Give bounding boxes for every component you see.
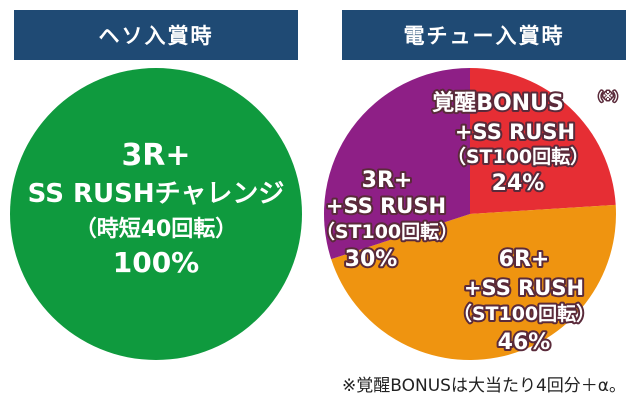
- denchu-slice-2-label-0: 3R+: [362, 168, 413, 193]
- heso-slice-label-1: SS RUSHチャレンジ: [28, 179, 285, 209]
- denchu-slice-1-label-2: （ST100回転）: [453, 302, 595, 325]
- heso-slice-label-3: 100%: [113, 246, 200, 279]
- denchu-slice-1-label-1: +SS RUSH: [464, 276, 584, 300]
- pie-slice-purple: [324, 68, 470, 260]
- denchu-slice-1-label-0: 6R+: [499, 247, 550, 272]
- heso-slice-label-0: 3R+: [121, 138, 190, 173]
- pie-slice-red: [470, 68, 616, 214]
- heso-slice-label-2: （時短40回転）: [75, 216, 238, 242]
- denchu-slice-2-label-3: 30%: [345, 247, 398, 272]
- denchu-slice-0-label-3: 24%: [492, 171, 545, 196]
- pie-slice-green: [10, 68, 302, 360]
- denchu-slice-1-label-3: 46%: [498, 330, 551, 355]
- denchu-slice-0-superscript: （※）: [592, 90, 625, 103]
- header-heso: ヘソ入賞時: [14, 10, 298, 60]
- denchu-slice-0-label-0: 覚醒BONUS: [432, 90, 564, 116]
- pie-chart-heso: 3R+ SS RUSHチャレンジ （時短40回転） 100%: [10, 68, 302, 360]
- footnote: ※覚醒BONUSは大当たり4回分＋α。: [342, 376, 626, 396]
- pie-chart-denchu: 覚醒BONUS+SS RUSH（ST100回転）24%（※）6R++SS RUS…: [314, 68, 626, 361]
- pie-slice-orange: [331, 204, 617, 361]
- denchu-slice-2-label-1: +SS RUSH: [326, 194, 446, 218]
- denchu-slice-0-label-1: +SS RUSH: [455, 120, 575, 144]
- header-denchu: 電チュー入賞時: [342, 10, 626, 60]
- header-denchu-text: 電チュー入賞時: [403, 24, 565, 48]
- denchu-slice-0-label-2: （ST100回転）: [447, 145, 589, 168]
- denchu-slice-2-label-2: （ST100回転）: [316, 220, 458, 243]
- header-heso-text: ヘソ入賞時: [98, 24, 214, 48]
